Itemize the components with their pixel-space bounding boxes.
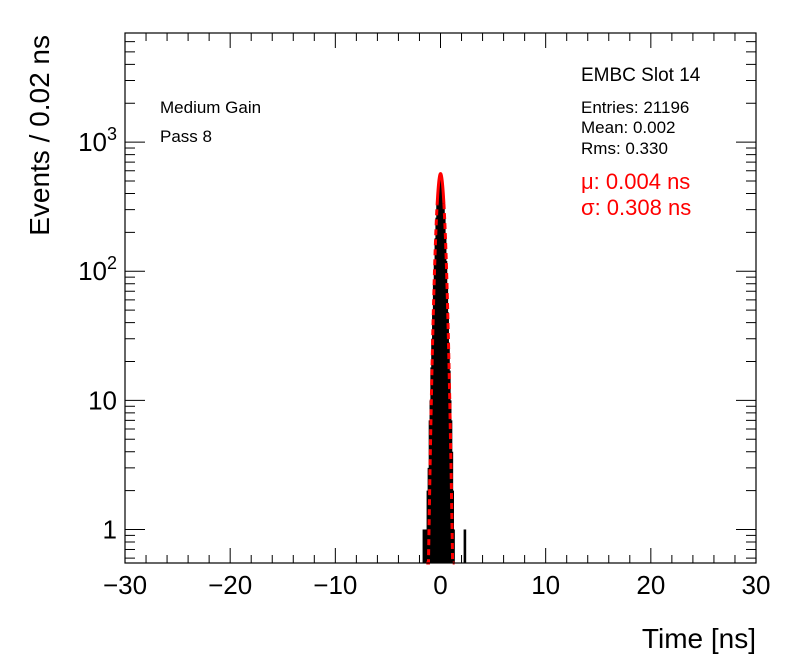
plot-frame — [124, 32, 757, 564]
y-axis-title: Events / 0.02 ns — [24, 35, 55, 236]
x-tick-label: −30 — [103, 570, 147, 600]
fit-mu-label: μ: 0.004 ns — [581, 169, 690, 194]
histogram-bar — [463, 529, 467, 563]
y-tick-label: 1 — [103, 514, 117, 544]
x-tick-label: 20 — [636, 570, 665, 600]
x-tick-label: −20 — [208, 570, 252, 600]
annotation-pass: Pass 8 — [160, 127, 212, 146]
x-tick-label: 30 — [742, 570, 771, 600]
y-tick-label: 102 — [78, 253, 117, 286]
fit-curve-solid — [435, 172, 446, 205]
plot-title: EMBC Slot 14 — [581, 65, 701, 86]
stats-rms: Rms: 0.330 — [581, 139, 668, 158]
x-tick-label: 10 — [531, 570, 560, 600]
x-axis-title: Time [ns] — [642, 623, 756, 654]
histogram-bar — [422, 529, 426, 563]
stats-entries: Entries: 21196 — [581, 98, 689, 117]
x-tick-label: −10 — [313, 570, 357, 600]
stats-mean: Mean: 0.002 — [581, 118, 676, 137]
annotation-medium-gain: Medium Gain — [160, 98, 261, 117]
axes: −30 −20 −10 0 10 20 30 1 10 102 103 — [78, 32, 771, 600]
y-tick-label: 10 — [88, 385, 117, 415]
fit-sigma-label: σ: 0.308 ns — [581, 195, 691, 220]
y-tick-label: 103 — [78, 124, 117, 157]
x-tick-label: 0 — [433, 570, 447, 600]
